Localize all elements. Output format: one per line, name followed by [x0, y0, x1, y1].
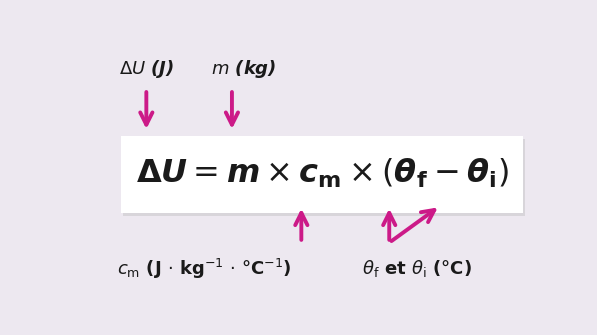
FancyBboxPatch shape	[123, 139, 525, 216]
FancyBboxPatch shape	[121, 136, 524, 213]
Text: $\mathbf{\Delta}\boldsymbol{U} = \boldsymbol{m} \times \boldsymbol{c}_\mathbf{m}: $\mathbf{\Delta}\boldsymbol{U} = \boldsy…	[136, 156, 509, 190]
Text: $c_\mathrm{m}$ (J $\cdot$ kg$^{-1}$ $\cdot$ °C$^{-1}$): $c_\mathrm{m}$ (J $\cdot$ kg$^{-1}$ $\cd…	[117, 256, 291, 280]
Text: $m$ (kg): $m$ (kg)	[211, 58, 276, 80]
Text: $\Delta U$ (J): $\Delta U$ (J)	[119, 58, 174, 80]
Text: $\theta_\mathrm{f}$ et $\theta_\mathrm{i}$ (°C): $\theta_\mathrm{f}$ et $\theta_\mathrm{i…	[362, 258, 472, 279]
